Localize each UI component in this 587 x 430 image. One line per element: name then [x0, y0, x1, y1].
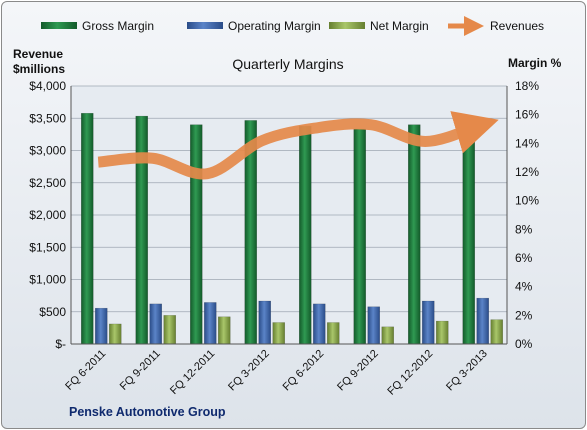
legend-label-gross-margin: Gross Margin: [82, 19, 154, 33]
margin-tick-label: 4%: [515, 280, 533, 294]
revenue-tick-label: $1,000: [29, 273, 66, 287]
margin-tick-label: 12%: [515, 165, 539, 179]
revenue-tick-label: $2,500: [29, 176, 66, 190]
legend-swatch-gross-margin: [41, 22, 77, 29]
bar-gross-margin[interactable]: [353, 128, 366, 345]
bar-net-margin[interactable]: [381, 326, 394, 345]
left-axis-title-line1: Revenue: [13, 47, 63, 61]
category-label: FQ 3-2013: [444, 348, 490, 394]
legend-label-revenues: Revenues: [490, 19, 544, 33]
chart-title: Quarterly Margins: [232, 56, 343, 72]
legend-item-revenues[interactable]: Revenues: [448, 16, 544, 36]
revenue-tick-label: $3,500: [29, 111, 66, 125]
legend-item-operating-margin[interactable]: Operating Margin: [187, 19, 321, 33]
bar-gross-margin[interactable]: [81, 112, 94, 345]
bar-net-margin[interactable]: [490, 319, 503, 345]
bar-net-margin[interactable]: [327, 322, 340, 345]
margin-tick-label: 0%: [515, 337, 533, 351]
right-axis-title: Margin %: [508, 56, 562, 70]
footer-company: Penske Automotive Group: [69, 405, 226, 419]
margin-tick-label: 8%: [515, 222, 533, 236]
bar-net-margin[interactable]: [163, 315, 176, 345]
margin-tick-label: 10%: [515, 194, 539, 208]
revenue-tick-label: $2,000: [29, 208, 66, 222]
category-label: FQ 9-2011: [118, 348, 163, 393]
bar-net-margin[interactable]: [272, 322, 285, 345]
bar-operating-margin[interactable]: [476, 297, 489, 345]
revenues-line[interactable]: [97, 111, 499, 180]
revenue-tick-label: $4,000: [29, 79, 66, 93]
left-axis-title-line2: $millions: [13, 62, 65, 76]
bar-operating-margin[interactable]: [149, 303, 162, 345]
bar-gross-margin[interactable]: [462, 120, 475, 345]
margin-tick-label: 14%: [515, 136, 539, 150]
revenue-tick-label: $-: [55, 337, 66, 351]
bar-gross-margin[interactable]: [135, 115, 148, 345]
bar-net-margin[interactable]: [218, 316, 231, 345]
plot-area: $- $500 $1,000 $1,500 $2,000 $2,500 $3,000 $3,5…: [29, 79, 539, 398]
legend-item-gross-margin[interactable]: Gross Margin: [41, 19, 154, 33]
bar-operating-margin[interactable]: [258, 300, 271, 345]
bar-operating-margin[interactable]: [367, 306, 380, 345]
category-label: FQ 3-2012: [226, 348, 272, 394]
category-label: FQ 6-2012: [281, 348, 327, 394]
margin-tick-label: 2%: [515, 308, 533, 322]
bar-gross-margin[interactable]: [299, 125, 312, 345]
legend-item-net-margin[interactable]: Net Margin: [329, 19, 429, 33]
bar-operating-margin[interactable]: [204, 302, 217, 345]
category-label: FQ 6-2011: [63, 348, 108, 393]
bar-gross-margin[interactable]: [408, 124, 421, 345]
bar-operating-margin[interactable]: [95, 307, 108, 345]
legend-label-net-margin: Net Margin: [370, 19, 429, 33]
bar-operating-margin[interactable]: [313, 303, 326, 345]
margin-tick-label: 16%: [515, 108, 539, 122]
bar-gross-margin[interactable]: [190, 124, 203, 345]
margin-tick-label: 18%: [515, 79, 539, 93]
revenue-tick-label: $1,500: [29, 240, 66, 254]
bar-net-margin[interactable]: [109, 323, 122, 345]
legend-swatch-operating-margin: [187, 22, 223, 29]
revenue-tick-label: $3,000: [29, 144, 66, 158]
category-label: FQ 12-2011: [168, 348, 217, 397]
bar-operating-margin[interactable]: [422, 300, 435, 345]
legend-label-operating-margin: Operating Margin: [228, 19, 321, 33]
revenue-tick-label: $500: [39, 305, 66, 319]
category-label: FQ 12-2012: [385, 348, 435, 398]
margin-tick-label: 6%: [515, 251, 533, 265]
legend-swatch-net-margin: [329, 22, 365, 29]
category-label: FQ 9-2012: [335, 348, 381, 394]
bar-net-margin[interactable]: [436, 320, 449, 345]
legend: Gross Margin Operating Margin Net Margin…: [41, 16, 544, 36]
